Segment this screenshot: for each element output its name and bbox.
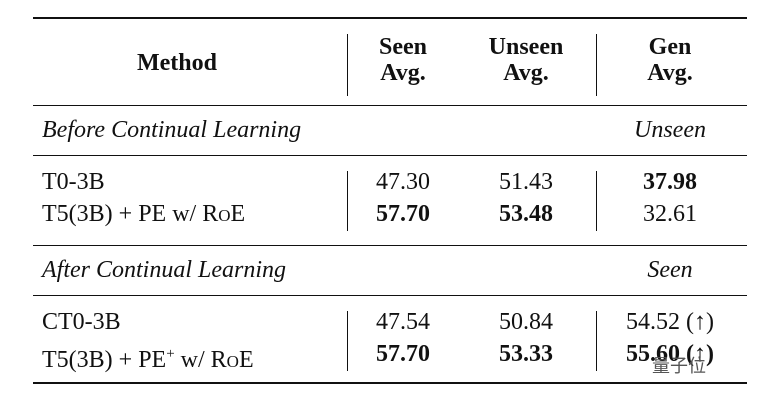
method-text: RoE	[202, 201, 246, 227]
value-cell: 47.54	[376, 309, 430, 335]
method-text: CT0-3B	[42, 309, 121, 335]
method-text: T5(3B) + PE w/	[42, 201, 203, 227]
value-cell: 32.61	[643, 201, 697, 227]
method-text: T5(3B) + PE	[42, 347, 167, 373]
header-cell: Unseen Avg.	[488, 34, 564, 86]
vertical-line	[347, 171, 348, 231]
vertical-line	[347, 34, 348, 96]
method-cell: T5(3B) + PE w/ RoE	[42, 201, 245, 227]
value-cell: 53.48	[499, 201, 553, 227]
header-cell: Method	[137, 50, 217, 76]
value-cell: 53.33	[499, 341, 553, 367]
method-text: w/	[174, 347, 211, 373]
method-cell: T5(3B) + PE+ w/ RoE	[42, 341, 254, 373]
value-cell: 51.43	[499, 169, 553, 195]
method-cell: CT0-3B	[42, 309, 121, 335]
value-cell: 47.30	[376, 169, 430, 195]
section-title: Before Continual Learning	[42, 117, 302, 143]
value-cell: 57.70	[376, 341, 430, 367]
method-cell: T0-3B	[42, 169, 105, 195]
value-cell: 37.98	[643, 169, 697, 195]
watermark: 量子位	[652, 356, 706, 377]
value-cell: 57.70	[376, 201, 430, 227]
method-text: RoE	[210, 347, 254, 373]
value-cell: 55.60 (↑)	[626, 341, 714, 367]
vertical-line	[596, 34, 597, 96]
vertical-line	[347, 311, 348, 371]
method-text: T0-3B	[42, 169, 105, 195]
header-cell: Gen Avg.	[647, 34, 693, 86]
header-cell: Seen Avg.	[379, 34, 427, 86]
vertical-line	[596, 171, 597, 231]
value-cell: 54.52 (↑)	[626, 309, 714, 335]
value-cell: 50.84	[499, 309, 553, 335]
rule	[33, 295, 747, 296]
vertical-line	[596, 311, 597, 371]
method-text: +	[166, 346, 175, 362]
rule	[33, 382, 747, 384]
section-gen-label: Seen	[647, 257, 693, 283]
rule	[33, 105, 747, 106]
rule	[33, 245, 747, 246]
rule	[33, 155, 747, 156]
section-title: After Continual Learning	[42, 257, 287, 283]
rule	[33, 17, 747, 19]
section-gen-label: Unseen	[634, 117, 706, 143]
